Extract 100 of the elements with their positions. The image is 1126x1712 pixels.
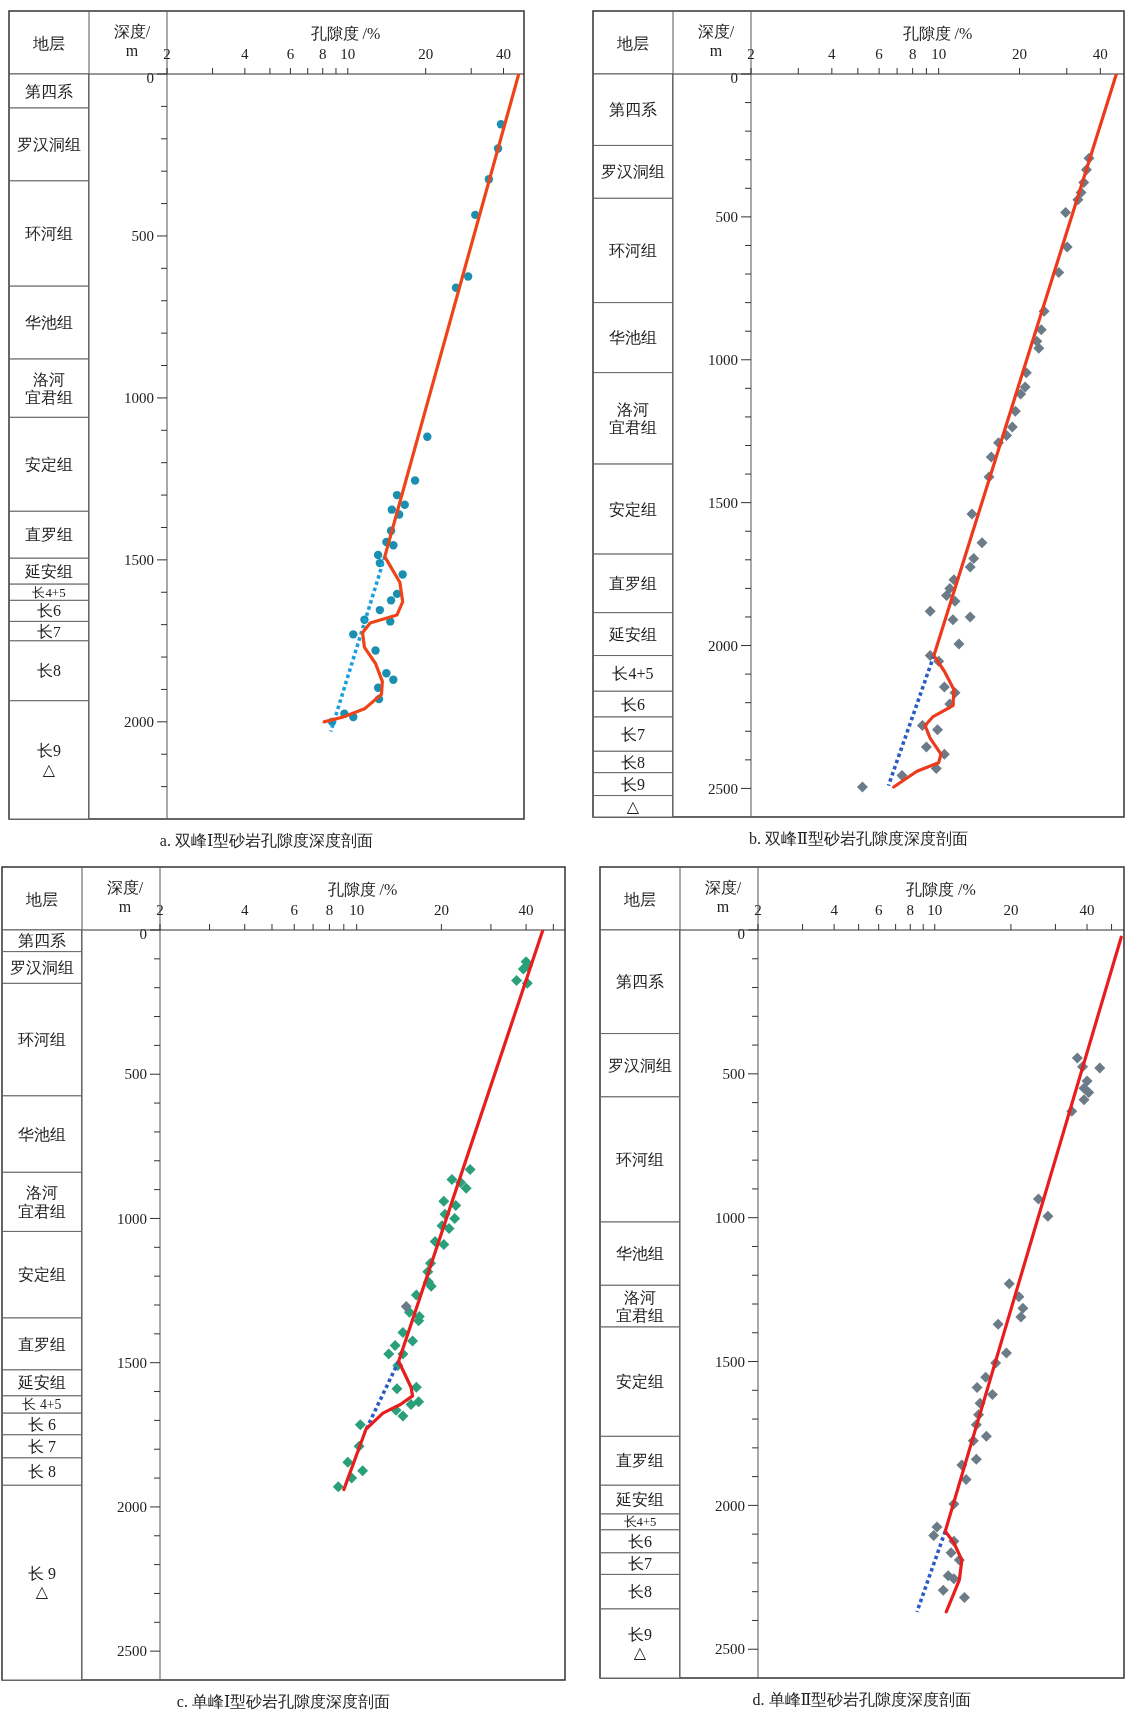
series-label: 罗汉洞组 [10,959,74,977]
series-label: 长6 [37,602,61,620]
series-label: 洛河宜君组 [25,370,73,406]
series-label: 长7 [621,725,645,743]
x-axis-title: 孔隙度 /% [902,24,973,42]
series-label: 第四系 [616,973,664,991]
y-tick-label: 1500 [117,1354,147,1371]
x-tick-label: 8 [906,902,915,919]
y-axis-title: 深度/ m [106,879,144,915]
series-label: 罗汉洞组 [608,1056,672,1074]
series-label: 第四系 [25,82,73,100]
series-label: 长7 [37,622,62,640]
y-tick-label: 0 [730,70,738,87]
series-label: 长6 [628,1532,652,1550]
text: a. 双峰Ⅰ型砂岩孔隙度深度剖面 [159,831,374,849]
series-label: 长8 [621,753,645,771]
y-tick-label: 1000 [715,1209,745,1226]
x-axis-title: 孔隙度 /% [310,24,381,42]
text: d. 单峰Ⅱ型砂岩孔隙度深度剖面 [752,1690,972,1708]
series-label: 罗汉洞组 [601,163,665,181]
series-label: 安定组 [609,500,657,518]
x-tick-label: 6 [286,46,295,63]
x-tick-label: 8 [325,902,334,919]
x-tick-label: 2 [747,46,755,63]
series-label: 长 4+5 [22,1397,62,1413]
y-tick-label: 500 [131,228,154,245]
series-label: 长9 △ [37,742,61,778]
x-tick-label: 20 [418,46,434,63]
x-tick-label: 40 [518,902,534,919]
series-label: 延安组 [24,562,73,580]
x-tick-label: 2 [156,902,164,919]
series-label: 长8 [628,1583,652,1601]
series-label: 华池组 [18,1125,66,1143]
x-tick-label: 4 [241,46,250,63]
series-label: 华池组 [616,1245,664,1263]
x-tick-label: 10 [927,902,943,919]
y-tick-label: 2000 [117,1499,147,1516]
x-tick-label: 10 [349,902,365,919]
y-axis-title: 深度/ m [113,23,151,59]
y-tick-label: 1500 [124,552,154,569]
x-tick-label: 4 [828,46,837,63]
x-tick-label: 8 [318,46,327,63]
y-tick-label: 2500 [708,780,738,797]
y-tick-label: 1000 [708,352,738,369]
series-label: 长 7 [28,1437,56,1455]
x-tick-label: 8 [908,46,917,63]
y-tick-label: 2000 [124,714,154,731]
series-label: 环河组 [18,1031,66,1049]
chart-title: 地层 [623,890,656,908]
series-label: 长4+5 [612,665,654,682]
x-tick-label: 4 [830,902,839,919]
series-label: 洛河宜君组 [609,400,657,437]
y-tick-label: 2000 [708,637,738,654]
series-label: 环河组 [25,225,73,243]
series-label: 长6 [621,695,645,713]
y-tick-label: 500 [722,1066,745,1083]
x-tick-label: 6 [875,46,884,63]
y-tick-label: 500 [124,1066,147,1083]
chart-title: 地层 [32,34,65,52]
series-label: 第四系 [609,101,657,119]
series-label: 延安组 [615,1491,664,1509]
x-tick-label: 20 [433,902,449,919]
series-label: 华池组 [25,314,73,332]
text: c. 单峰Ⅰ型砂岩孔隙度深度剖面 [176,1692,391,1710]
x-tick-label: 10 [931,46,947,63]
series-label: 延安组 [17,1374,66,1392]
x-tick-label: 6 [290,902,299,919]
x-tick-label: 10 [340,46,356,63]
y-tick-label: 0 [737,926,745,943]
x-tick-label: 2 [163,46,171,63]
series-label: 长 9 △ [28,1565,56,1601]
y-tick-label: 0 [139,926,147,943]
series-label: 长9 △ [628,1625,652,1662]
series-label: 长7 [628,1555,652,1573]
x-tick-label: 40 [496,46,512,63]
y-axis-title: 深度/ m [697,23,735,59]
x-tick-label: 40 [1092,46,1108,63]
y-axis-title: 深度/ m [704,879,742,915]
series-label: 华池组 [609,329,657,347]
x-tick-label: 20 [1012,46,1028,63]
y-tick-label: 2500 [117,1643,147,1660]
series-label: 长4+5 [32,584,66,600]
series-label: △ [626,797,640,815]
series-label: 安定组 [616,1373,664,1391]
series-label: 洛河宜君组 [616,1288,664,1324]
series-label: 长 6 [28,1415,56,1433]
series-label: 洛河宜君组 [18,1184,66,1220]
series-label: 直罗组 [25,526,73,544]
series-label: 长8 [37,662,61,680]
chart-title: 地层 [25,890,58,908]
x-tick-label: 6 [874,902,883,919]
series-label: 直罗组 [616,1452,664,1470]
y-tick-label: 2000 [715,1497,745,1514]
series-label: 长 8 [28,1463,56,1481]
series-label: 环河组 [616,1151,664,1169]
x-axis-title: 孔隙度 /% [327,880,398,898]
series-label: 安定组 [18,1266,66,1284]
series-label: 长4+5 [623,1515,657,1530]
y-tick-label: 500 [715,209,738,226]
series-label: 直罗组 [18,1335,66,1353]
